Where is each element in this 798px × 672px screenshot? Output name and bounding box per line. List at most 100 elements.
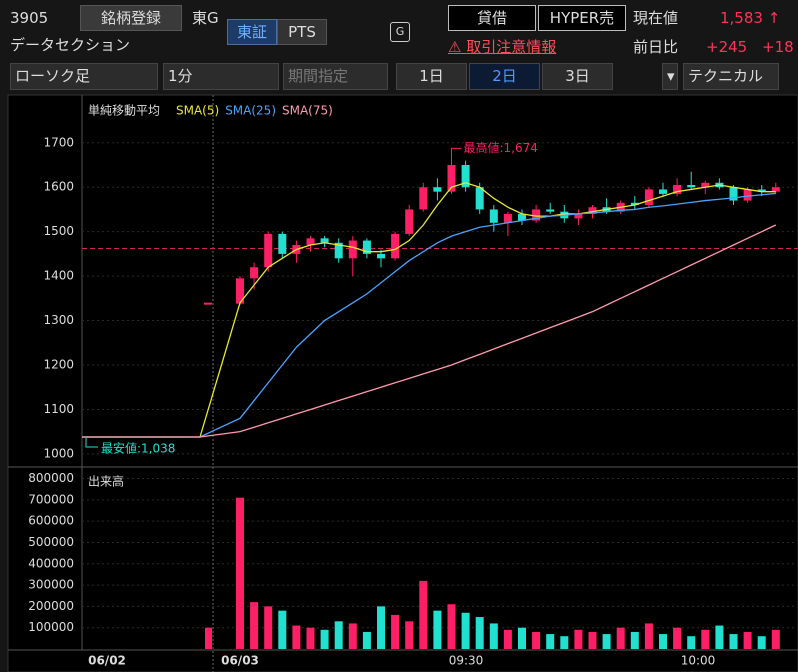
volume-bar [447,604,456,649]
volume-bar [630,631,639,649]
volume-bar [771,629,780,649]
high-marker [451,147,462,155]
volume-bar [377,606,385,649]
volume-bar [687,636,696,649]
legend-title: 単純移動平均 [88,104,160,118]
change: +245 [706,38,748,56]
price-label: 現在値 [633,9,679,27]
candle-body [532,209,541,221]
sma-line [82,192,776,438]
register-button[interactable]: 銘柄登録 [80,5,182,31]
warning-icon: ⚠ [448,38,462,56]
volume-bar [602,634,611,649]
candle-body [659,189,667,194]
range-button[interactable]: 3日 [542,63,613,90]
volume-bar [588,631,597,649]
volume-bar [264,606,273,649]
legend-entry: SMA(75) [282,104,333,118]
volume-bar [250,602,259,649]
y-tick-label: 200000 [28,599,74,613]
lending: 貸借 [448,5,536,31]
candle-body [489,209,498,223]
candle-body [630,202,639,205]
y-tick-label: 1500 [43,224,74,238]
y-tick-label: 800000 [28,471,74,485]
candle-body [673,185,682,194]
volume-bar [405,621,414,649]
candle-body [320,238,329,243]
interval[interactable]: 1分 [163,63,279,90]
candle-body [433,187,442,192]
candle-body [574,213,583,219]
candle-body [405,209,414,234]
tab[interactable]: 東証 [227,19,277,45]
price: 1,583 ↑ [720,9,781,27]
candle-body [447,165,456,192]
volume-bar [546,634,555,649]
candle-body [348,240,357,259]
candle-body [757,189,766,192]
volume-bar [433,610,442,649]
chart-type[interactable]: ローソク足 [10,63,158,90]
candle-body [362,240,371,254]
candle-body [391,233,400,259]
candle-body [461,165,470,188]
candle-body [306,238,315,245]
volume-bar [334,621,343,649]
candle-body [701,182,710,188]
volume-bar [757,636,766,649]
legend-entry: SMA(25) [225,104,276,118]
y-tick-label: 300000 [28,578,74,592]
sma-line [82,224,777,438]
candle-body [644,189,653,205]
y-tick-label: 1000 [43,446,74,460]
period[interactable]: 期間指定 [283,63,388,90]
candle-body [729,187,738,201]
x-tick-label: 06/03 [221,654,259,668]
warning[interactable]: ⚠ 取引注意情報 [448,35,556,59]
volume-bar [673,627,682,649]
candle-body [334,242,343,259]
market: 東G [192,9,219,27]
dropdown[interactable]: ▾ [662,63,678,90]
y-tick-label: 100000 [28,620,74,634]
x-tick-label: 09:30 [449,654,484,668]
high-label: 最高値:1,674 [464,140,538,155]
volume-bar [278,610,287,649]
candle-body [264,233,273,268]
range-button[interactable]: 2日 [469,63,540,90]
volume-bar [715,625,724,649]
volume-bar [461,612,470,649]
x-tick-label: 06/02 [88,654,126,668]
candle-body [546,209,555,212]
y-tick-label: 700000 [28,492,74,506]
candle-body [503,213,512,223]
volume-bar [518,627,526,649]
volume-bar [236,497,244,649]
volume-bar [362,631,371,649]
volume-bar [348,623,357,649]
sma-line [82,182,776,438]
y-tick-label: 1700 [43,135,74,149]
y-tick-label: 1300 [43,313,74,327]
volume-bar [292,625,301,649]
volume-bar [320,629,329,649]
icon[interactable]: G [390,22,410,42]
candle-body [475,187,484,210]
candle-body [588,207,597,214]
candle-body [687,185,696,188]
volume-bar [560,636,569,649]
range-button[interactable]: 1日 [396,63,467,90]
candle-body [771,187,780,192]
candle-body [419,187,428,210]
y-tick-label: 1400 [43,269,74,283]
candle-body [278,233,287,254]
warning-text[interactable]: 取引注意情報 [466,38,557,56]
y-tick-label: 400000 [28,556,74,570]
volume-bar [574,629,583,649]
volume-bar [659,634,667,649]
technical[interactable]: テクニカル [683,63,779,90]
volume-bar [729,634,738,649]
tab[interactable]: PTS [277,19,327,45]
